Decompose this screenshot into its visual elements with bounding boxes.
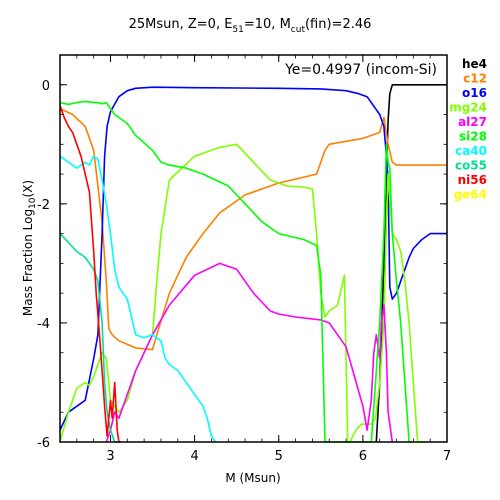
series-layer — [59, 84, 447, 443]
legend-entry-ni56: ni56 — [458, 173, 487, 187]
x-axis-label: M (Msun) — [225, 471, 280, 485]
legend-entry-mg24: mg24 — [449, 101, 487, 115]
x-tick-label: 4 — [190, 449, 198, 464]
ye-annotation: Ye=0.4997 (incom-Si) — [284, 62, 437, 78]
legend-entry-co55: co55 — [455, 159, 487, 173]
y-tick-label: -2 — [37, 198, 50, 213]
legend-entry-c12: c12 — [463, 72, 487, 86]
series-line-ni56 — [59, 105, 121, 443]
x-tick-label: 3 — [106, 449, 114, 464]
axis-layer: 3 4 5 6 7 0 -2 -4 -6 — [37, 54, 451, 464]
series-line-o16 — [59, 86, 447, 431]
x-tick-label: 6 — [359, 449, 367, 464]
y-tick-label: -4 — [37, 317, 50, 332]
y-tick-label: -6 — [37, 436, 50, 451]
y-axis-label: Mass Fraction Log10(X) — [21, 180, 38, 316]
y-tick-label: 0 — [42, 79, 50, 94]
legend-entry-al27: al27 — [458, 115, 487, 129]
legend-entry-si28: si28 — [459, 130, 487, 144]
legend-entry-ge64: ge64 — [454, 188, 487, 202]
series-line-ca40 — [59, 155, 217, 443]
legend-entry-he4: he4 — [462, 57, 487, 71]
series-line-c12 — [59, 107, 447, 351]
plot-frame — [59, 54, 448, 443]
series-line-si28 — [59, 100, 414, 443]
chart-title: 25Msun, Z=0, E51=10, Mcut(fin)=2.46 — [129, 17, 372, 35]
legend-entry-o16: o16 — [462, 86, 487, 100]
legend-entry-ca40: ca40 — [455, 144, 487, 158]
x-tick-label: 7 — [443, 449, 451, 464]
x-tick-label: 5 — [275, 449, 283, 464]
series-line-al27 — [105, 262, 394, 443]
